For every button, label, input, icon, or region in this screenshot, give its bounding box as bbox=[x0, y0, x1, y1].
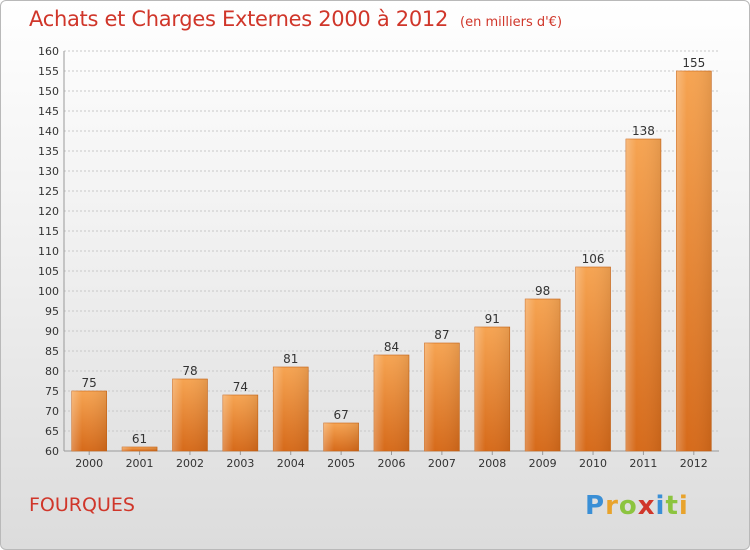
y-tick-label: 75 bbox=[45, 385, 59, 398]
value-label: 138 bbox=[632, 124, 655, 138]
y-tick-label: 100 bbox=[38, 285, 59, 298]
bar-shade bbox=[474, 327, 510, 451]
y-tick-label: 150 bbox=[38, 85, 59, 98]
x-tick-label: 2011 bbox=[629, 457, 657, 470]
bar-shade bbox=[323, 423, 359, 451]
bar-layer: 75 61 78 74 81 67 84 87 91 98 106 138 155 bbox=[71, 56, 712, 452]
x-tick-label: 2008 bbox=[478, 457, 506, 470]
value-label: 67 bbox=[333, 408, 348, 422]
value-label: 81 bbox=[283, 352, 298, 366]
y-tick-label: 65 bbox=[45, 425, 59, 438]
y-tick-label: 155 bbox=[38, 65, 59, 78]
bar-shade bbox=[222, 395, 258, 451]
proxiti-logo: Proxiti bbox=[585, 491, 689, 521]
y-tick-label: 110 bbox=[38, 245, 59, 258]
y-tick-label: 130 bbox=[38, 165, 59, 178]
bar-shade bbox=[172, 379, 208, 451]
bar-shade bbox=[676, 71, 712, 451]
value-label: 61 bbox=[132, 432, 147, 446]
y-tick-label: 140 bbox=[38, 125, 59, 138]
bar-shade bbox=[525, 299, 561, 451]
x-tick-label: 2012 bbox=[680, 457, 708, 470]
x-tick-label: 2009 bbox=[529, 457, 557, 470]
bar-shade bbox=[374, 355, 409, 451]
x-tick-label: 2001 bbox=[126, 457, 154, 470]
x-tick-label: 2003 bbox=[226, 457, 254, 470]
bar-shade bbox=[575, 267, 611, 451]
y-tick-label: 145 bbox=[38, 105, 59, 118]
chart-title: Achats et Charges Externes 2000 à 2012 (e… bbox=[29, 7, 562, 31]
chart-title-text: Achats et Charges Externes 2000 à 2012 bbox=[29, 7, 449, 31]
y-tick-label: 125 bbox=[38, 185, 59, 198]
y-tick-label: 70 bbox=[45, 405, 59, 418]
y-tick-label: 160 bbox=[38, 45, 59, 58]
value-label: 106 bbox=[582, 252, 605, 266]
x-tick-label: 2007 bbox=[428, 457, 456, 470]
x-tick-label: 2010 bbox=[579, 457, 607, 470]
value-label: 98 bbox=[535, 284, 550, 298]
axis-layer: 60 65 70 75 80 85 90 95 100 105 110 115 120 125 130 135… bbox=[38, 45, 719, 470]
bar-shade bbox=[273, 367, 309, 451]
y-tick-label: 115 bbox=[38, 225, 59, 238]
y-tick-label: 105 bbox=[38, 265, 59, 278]
value-label: 75 bbox=[82, 376, 97, 390]
x-tick-label: 2000 bbox=[75, 457, 103, 470]
chart-subtitle: (en milliers d'€) bbox=[460, 15, 563, 30]
value-label: 91 bbox=[485, 312, 500, 326]
bar-shade bbox=[122, 447, 158, 451]
y-tick-label: 80 bbox=[45, 365, 59, 378]
value-label: 78 bbox=[182, 364, 197, 378]
x-tick-label: 2004 bbox=[277, 457, 305, 470]
y-tick-label: 60 bbox=[45, 445, 59, 458]
value-label: 155 bbox=[682, 56, 705, 70]
value-label: 84 bbox=[384, 340, 399, 354]
bar-shade bbox=[71, 391, 107, 451]
y-tick-label: 135 bbox=[38, 145, 59, 158]
place-name: FOURQUES bbox=[29, 494, 135, 516]
value-label: 74 bbox=[233, 380, 248, 394]
value-label: 87 bbox=[434, 328, 449, 342]
y-tick-label: 120 bbox=[38, 205, 59, 218]
y-tick-label: 90 bbox=[45, 325, 59, 338]
y-tick-label: 95 bbox=[45, 305, 59, 318]
x-tick-label: 2005 bbox=[327, 457, 355, 470]
x-tick-label: 2002 bbox=[176, 457, 204, 470]
bar-shade bbox=[625, 139, 661, 451]
bar-shade bbox=[424, 343, 460, 451]
x-tick-label: 2006 bbox=[378, 457, 406, 470]
y-tick-label: 85 bbox=[45, 345, 59, 358]
